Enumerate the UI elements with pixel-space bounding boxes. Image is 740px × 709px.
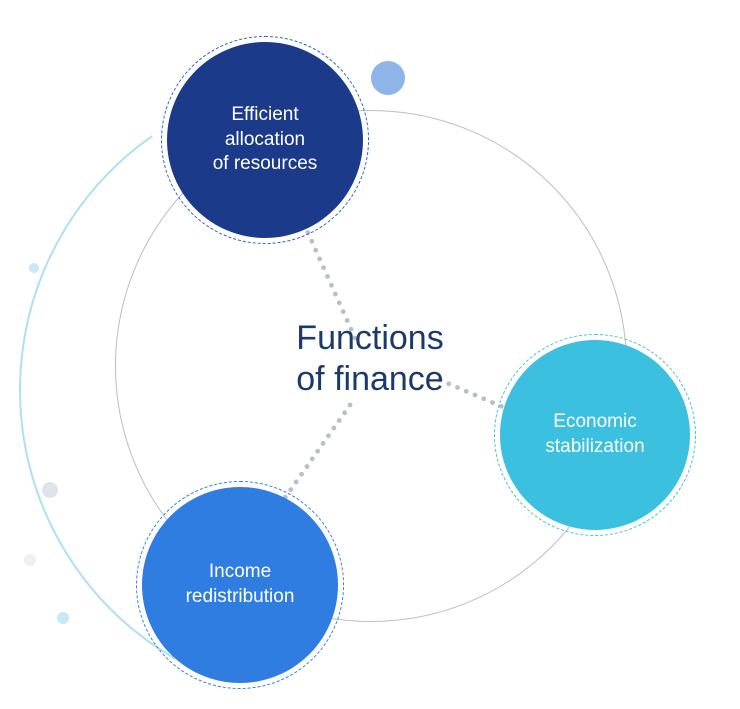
- node-label-economic: Economicstabilization: [545, 410, 644, 459]
- node-income: Incomeredistribution: [142, 487, 338, 683]
- node-economic: Economicstabilization: [500, 340, 690, 530]
- center-title: Functions of finance: [250, 318, 490, 400]
- diagram-canvas: Efficientallocationof resources Economics…: [0, 0, 740, 709]
- deco-dot-1: [42, 482, 58, 498]
- node-label-efficient: Efficientallocationof resources: [213, 103, 318, 177]
- deco-dot-0: [371, 61, 405, 95]
- center-title-line1: Functions: [296, 319, 443, 357]
- deco-dot-3: [57, 612, 69, 624]
- node-efficient: Efficientallocationof resources: [167, 42, 363, 238]
- deco-dot-2: [24, 554, 36, 566]
- deco-dot-4: [29, 263, 39, 273]
- center-title-line2: of finance: [296, 360, 443, 398]
- node-label-income: Incomeredistribution: [186, 560, 295, 609]
